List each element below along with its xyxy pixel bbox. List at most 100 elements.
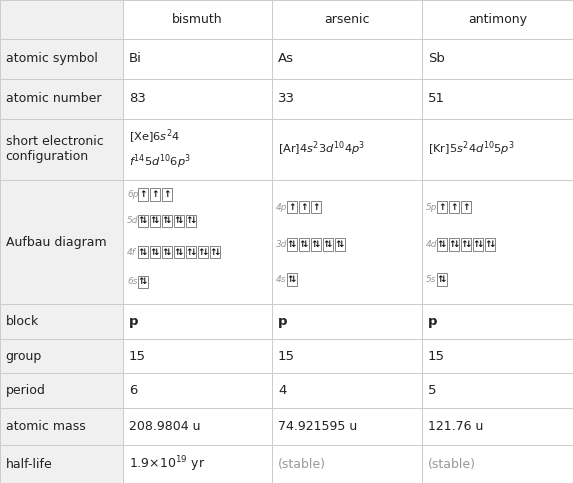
Text: ↓: ↓ <box>289 275 297 284</box>
Bar <box>272 39 422 79</box>
Text: ↑: ↑ <box>139 190 147 199</box>
Text: p: p <box>129 315 139 328</box>
Text: $\mathregular{[Kr]5}s^{\mathregular{2}}\mathregular{4}d^{\mathregular{10}}\mathr: $\mathregular{[Kr]5}s^{\mathregular{2}}\… <box>428 140 515 158</box>
Text: ↓: ↓ <box>337 240 346 249</box>
Bar <box>422 79 573 119</box>
Text: ↑: ↑ <box>286 240 294 249</box>
Text: ↑: ↑ <box>149 247 157 256</box>
Bar <box>0 445 123 483</box>
Bar <box>461 201 471 213</box>
Text: Bi: Bi <box>129 52 142 65</box>
Bar <box>422 180 573 304</box>
Bar <box>138 214 148 227</box>
Text: 4d: 4d <box>426 240 438 249</box>
Text: (stable): (stable) <box>278 458 326 470</box>
Bar <box>449 238 459 251</box>
Bar <box>123 119 272 180</box>
Bar <box>123 304 272 339</box>
Bar <box>123 180 272 304</box>
Bar <box>422 373 573 408</box>
Text: (stable): (stable) <box>428 458 476 470</box>
Text: ↓: ↓ <box>289 240 297 249</box>
Text: $\mathregular{1.9}{\times}\mathregular{10}^{\mathregular{19}}\ \mathregular{yr}$: $\mathregular{1.9}{\times}\mathregular{1… <box>129 455 206 474</box>
Text: ↓: ↓ <box>176 216 185 226</box>
Bar <box>461 238 471 251</box>
Bar <box>311 238 321 251</box>
Text: ↓: ↓ <box>164 247 172 256</box>
Text: ↓: ↓ <box>152 247 160 256</box>
Bar <box>123 79 272 119</box>
Bar <box>422 0 573 39</box>
Text: ↑: ↑ <box>310 240 318 249</box>
Bar <box>138 188 148 201</box>
Text: $\mathregular{[Xe]6}s^{\mathregular{2}}\mathregular{4}$: $\mathregular{[Xe]6}s^{\mathregular{2}}\… <box>129 128 180 146</box>
Bar <box>162 214 172 227</box>
Text: ↑: ↑ <box>137 216 145 226</box>
Text: ↑: ↑ <box>448 240 456 249</box>
Bar <box>198 246 208 258</box>
Bar <box>0 304 123 339</box>
Text: ↓: ↓ <box>452 240 460 249</box>
Bar <box>186 214 196 227</box>
Bar <box>150 214 160 227</box>
Text: 83: 83 <box>129 92 146 105</box>
Bar <box>138 246 148 258</box>
Bar <box>174 246 184 258</box>
Text: 4: 4 <box>278 384 286 397</box>
Text: Sb: Sb <box>428 52 445 65</box>
Text: 208.9804 u: 208.9804 u <box>129 420 201 433</box>
Text: short electronic
configuration: short electronic configuration <box>6 135 104 163</box>
Text: 15: 15 <box>129 350 146 363</box>
Text: 33: 33 <box>278 92 295 105</box>
Text: half-life: half-life <box>6 458 53 470</box>
Bar <box>422 39 573 79</box>
Bar <box>335 238 345 251</box>
Text: ↑: ↑ <box>161 216 169 226</box>
Text: ↓: ↓ <box>325 240 333 249</box>
Bar <box>311 201 321 213</box>
Bar <box>422 445 573 483</box>
Text: ↓: ↓ <box>140 277 148 286</box>
Text: ↓: ↓ <box>164 216 172 226</box>
Text: atomic mass: atomic mass <box>6 420 85 433</box>
Bar <box>123 339 272 373</box>
Text: ↑: ↑ <box>334 240 342 249</box>
Text: ↑: ↑ <box>197 247 205 256</box>
Text: ↑: ↑ <box>472 240 480 249</box>
Text: ↑: ↑ <box>149 216 157 226</box>
Bar <box>123 408 272 445</box>
Text: 5s: 5s <box>426 275 437 284</box>
Text: 51: 51 <box>428 92 445 105</box>
Text: ↓: ↓ <box>439 275 448 284</box>
Bar <box>422 304 573 339</box>
Text: ↓: ↓ <box>488 240 496 249</box>
Text: ↑: ↑ <box>137 277 145 286</box>
Text: arsenic: arsenic <box>324 13 370 26</box>
Text: 4f: 4f <box>127 247 136 256</box>
Bar <box>186 246 196 258</box>
Bar <box>272 119 422 180</box>
Text: atomic number: atomic number <box>6 92 101 105</box>
Text: atomic symbol: atomic symbol <box>6 52 97 65</box>
Bar <box>123 39 272 79</box>
Bar <box>437 273 447 286</box>
Bar <box>123 0 272 39</box>
Text: ↓: ↓ <box>152 216 160 226</box>
Text: 6p: 6p <box>127 190 139 199</box>
Bar <box>272 180 422 304</box>
Bar <box>299 238 309 251</box>
Bar <box>485 238 495 251</box>
Text: ↓: ↓ <box>189 216 197 226</box>
Bar <box>272 339 422 373</box>
Text: ↓: ↓ <box>313 240 321 249</box>
Text: ↓: ↓ <box>464 240 472 249</box>
Text: 3d: 3d <box>276 240 288 249</box>
Bar <box>299 201 309 213</box>
Bar <box>422 339 573 373</box>
Text: $f^{\mathregular{14}}\mathregular{5}d^{\mathregular{10}}\mathregular{6}p^{\mathr: $f^{\mathregular{14}}\mathregular{5}d^{\… <box>129 152 191 170</box>
Text: ↑: ↑ <box>286 275 294 284</box>
Text: ↑: ↑ <box>185 247 193 256</box>
Bar <box>0 180 123 304</box>
Bar <box>150 246 160 258</box>
Bar <box>0 373 123 408</box>
